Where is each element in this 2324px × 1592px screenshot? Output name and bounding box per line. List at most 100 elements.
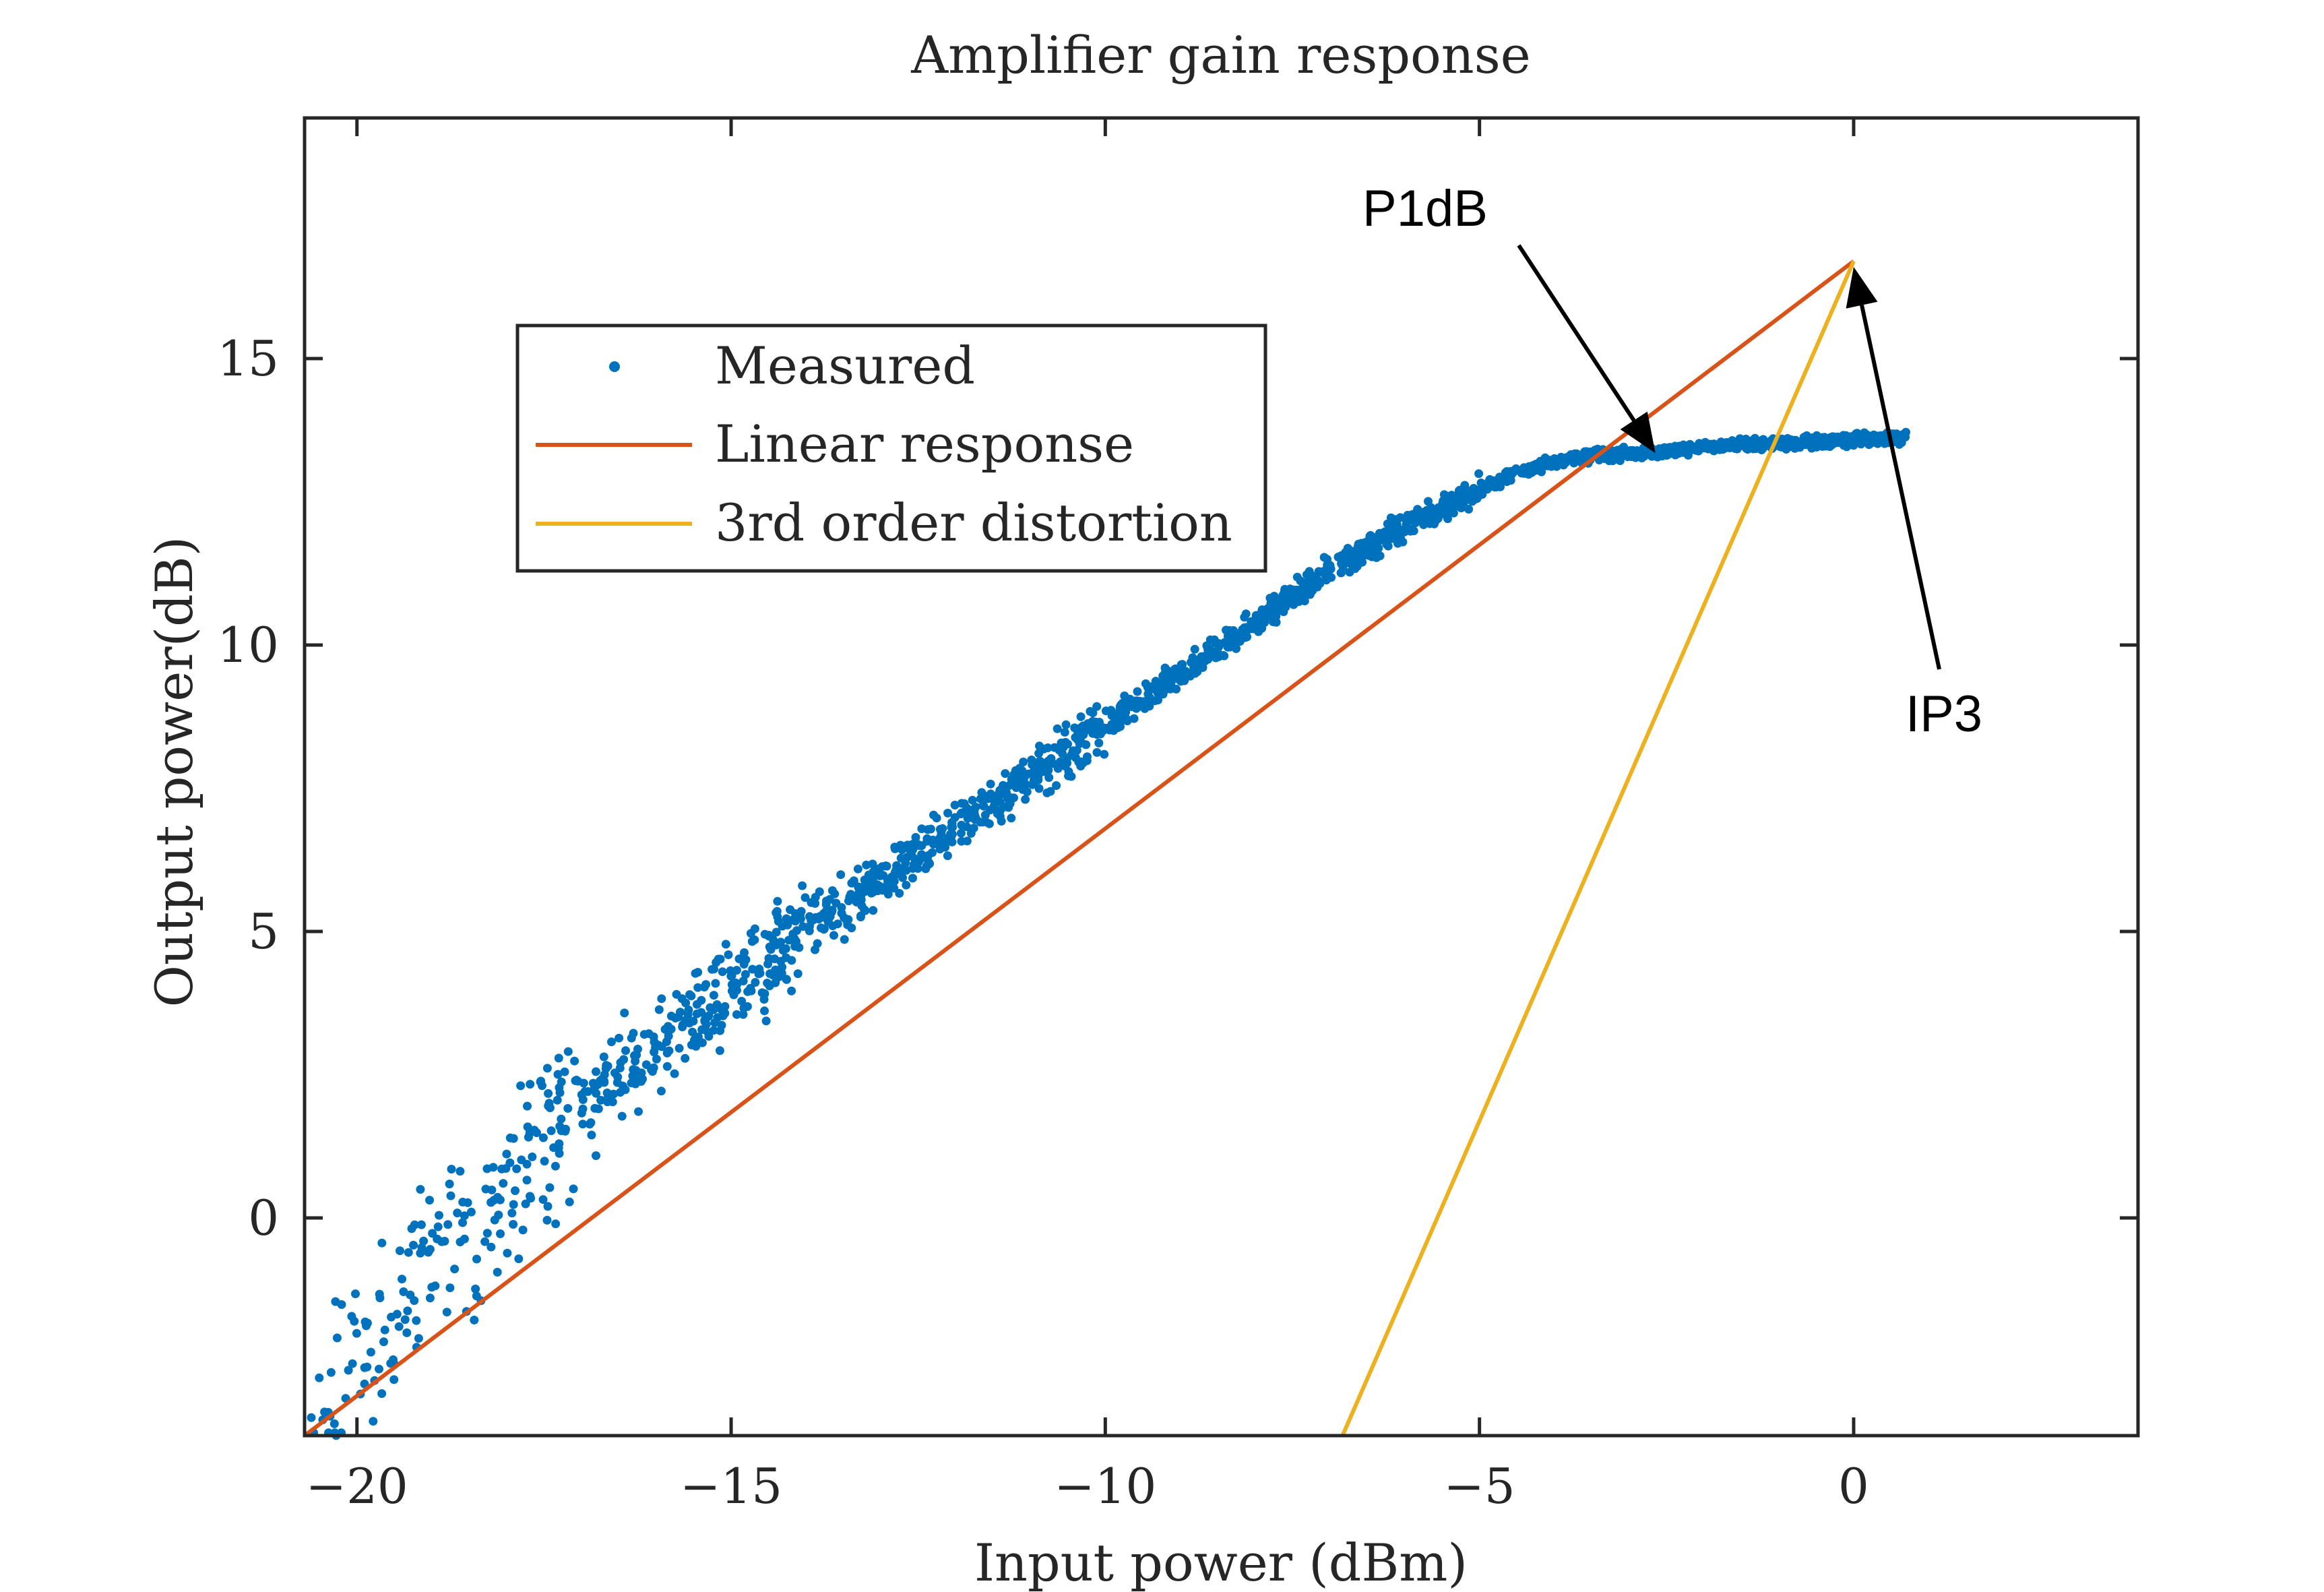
measured-point [486, 1242, 496, 1252]
measured-point [734, 954, 744, 964]
measured-point [711, 979, 720, 988]
measured-point [1751, 444, 1761, 454]
annotation-label: IP3 [1906, 685, 1982, 743]
measured-point [1123, 716, 1132, 726]
measured-point [481, 1184, 491, 1194]
measured-point [1005, 780, 1014, 790]
measured-point [1052, 781, 1061, 790]
measured-point [406, 1290, 415, 1299]
measured-point [1782, 441, 1791, 450]
measured-point [737, 997, 747, 1006]
measured-point [776, 956, 786, 966]
measured-point [502, 1149, 511, 1159]
measured-point [755, 965, 764, 974]
measured-point [911, 832, 920, 842]
measured-point [1351, 559, 1360, 569]
measured-point [392, 1310, 402, 1319]
measured-point [776, 971, 785, 981]
measured-point [512, 1164, 522, 1173]
legend-label-measured: Measured [715, 336, 975, 396]
measured-point [348, 1359, 357, 1368]
measured-point [600, 1078, 609, 1087]
measured-point [425, 1245, 435, 1254]
measured-point [1120, 700, 1129, 710]
measured-point [674, 1043, 684, 1053]
measured-point [592, 1067, 600, 1076]
measured-point [578, 1095, 588, 1104]
measured-point [366, 1347, 375, 1357]
measured-point [1081, 740, 1091, 749]
measured-point [410, 1220, 419, 1229]
measured-point [726, 971, 736, 981]
measured-point [760, 1006, 769, 1016]
measured-point [1711, 442, 1721, 452]
measured-point [986, 779, 995, 789]
measured-point [891, 869, 901, 879]
measured-point [929, 839, 938, 849]
chart-title: Amplifier gain response [910, 25, 1530, 85]
measured-point [978, 818, 987, 827]
measured-point [633, 1045, 642, 1053]
measured-point [399, 1287, 408, 1296]
measured-point [565, 1197, 574, 1206]
measured-point [709, 1026, 718, 1035]
measured-point [1094, 738, 1104, 747]
measured-point [1086, 707, 1095, 716]
measured-point [840, 913, 849, 922]
measured-point [1021, 795, 1030, 804]
measured-point [1391, 515, 1400, 524]
measured-point [773, 912, 782, 921]
measured-point [425, 1293, 435, 1303]
measured-point [326, 1368, 336, 1377]
measured-point [425, 1196, 434, 1205]
measured-point [1077, 723, 1086, 732]
measured-point [656, 1086, 666, 1096]
measured-point [414, 1334, 423, 1343]
measured-point [704, 1032, 714, 1041]
measured-point [928, 848, 937, 857]
x-tick-label: −5 [1444, 1458, 1515, 1514]
measured-point [664, 1046, 674, 1055]
measured-point [1053, 764, 1063, 773]
measured-point [631, 1066, 641, 1075]
measured-point [435, 1211, 443, 1220]
measured-point [1474, 469, 1484, 479]
measured-point [1056, 757, 1065, 766]
measured-point [869, 906, 878, 915]
measured-point [471, 1284, 480, 1293]
measured-point [672, 989, 681, 999]
measured-point [969, 814, 978, 823]
measured-point [685, 990, 694, 1000]
measured-point [1345, 568, 1354, 577]
measured-point [740, 948, 749, 957]
measured-point [715, 1046, 724, 1055]
measured-point [542, 1215, 552, 1225]
measured-point [617, 1111, 627, 1121]
measured-point [542, 1064, 552, 1073]
measured-point [1684, 441, 1693, 450]
measured-point [466, 1207, 476, 1217]
measured-point [588, 1078, 598, 1088]
measured-point [332, 1333, 342, 1343]
measured-point [490, 1215, 499, 1225]
measured-point [546, 1126, 556, 1136]
measured-point [1086, 723, 1095, 733]
measured-point [445, 1180, 454, 1189]
measured-point [563, 1047, 573, 1056]
legend-marker-measured [609, 361, 620, 372]
measured-point [1443, 507, 1453, 516]
measured-point [684, 1005, 693, 1014]
measured-point [402, 1328, 412, 1337]
measured-point [718, 1011, 728, 1020]
measured-point [1619, 445, 1628, 454]
measured-point [522, 1175, 532, 1185]
measured-point [1426, 503, 1436, 512]
tick-marks [305, 118, 2138, 1436]
measured-point [1550, 454, 1559, 463]
measured-point [772, 940, 781, 950]
measured-point [352, 1328, 361, 1338]
measured-point [761, 1016, 771, 1026]
measured-point [569, 1184, 578, 1194]
measured-point [549, 1143, 559, 1153]
measured-point [771, 965, 780, 975]
